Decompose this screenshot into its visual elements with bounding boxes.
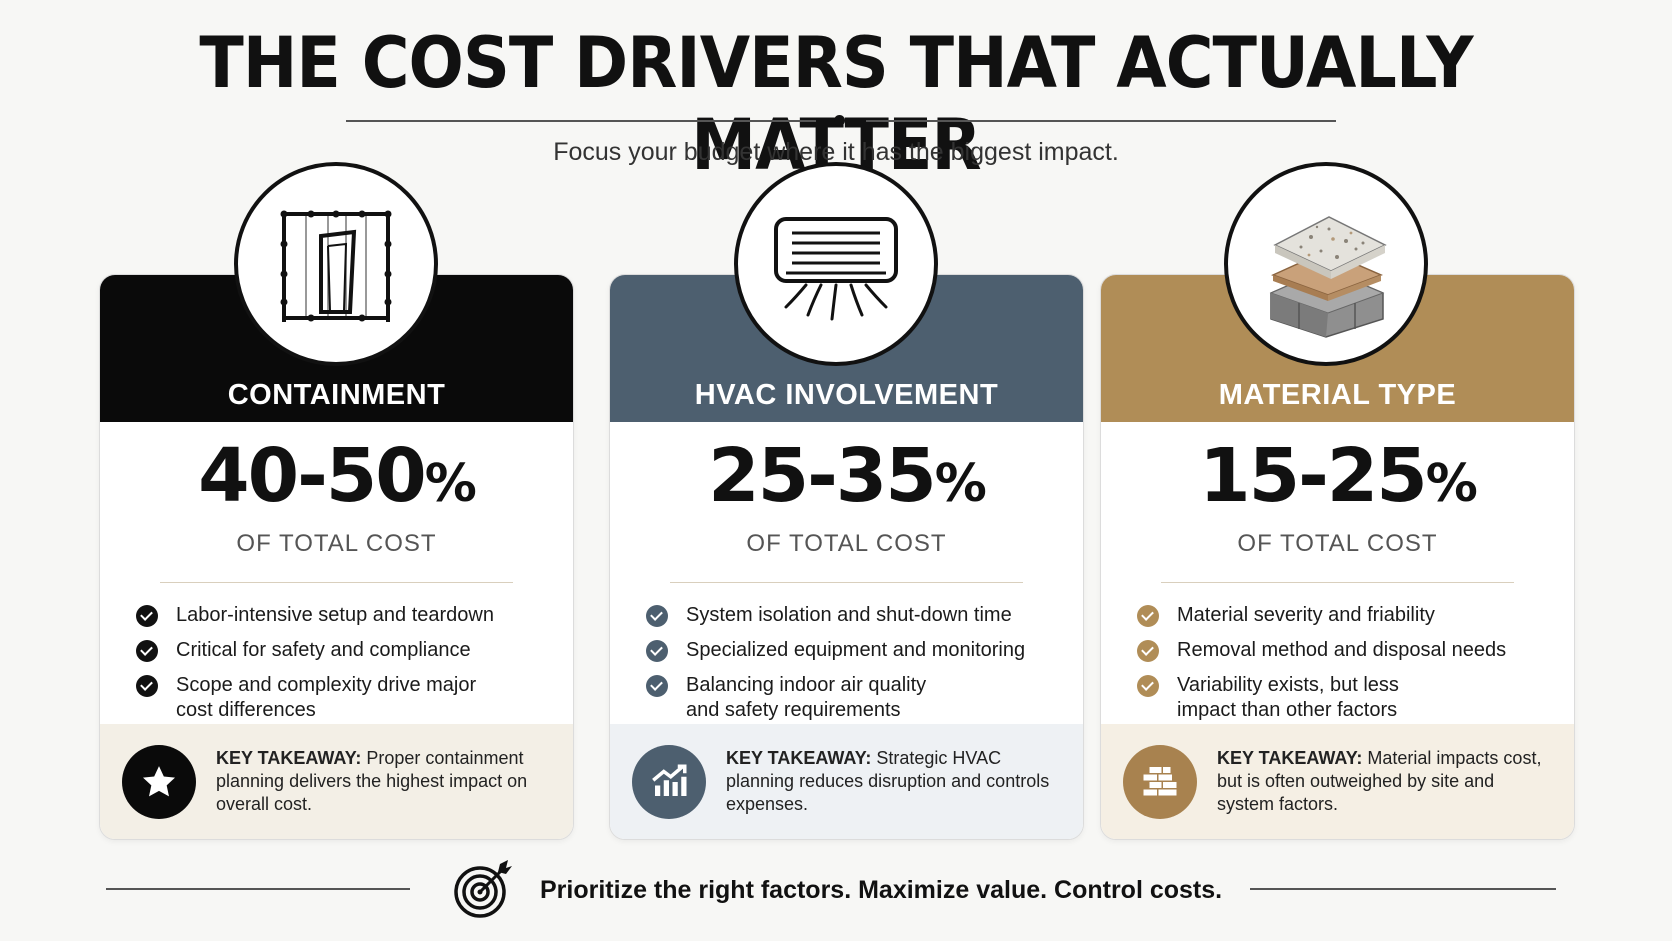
star-icon — [122, 744, 196, 819]
list-item: Critical for safety and compliance — [136, 638, 573, 663]
takeaway-text: KEY TAKEAWAY: Material impacts cost, but… — [1217, 748, 1542, 814]
takeaway-text: KEY TAKEAWAY: Proper containment plannin… — [216, 748, 528, 814]
point-list: System isolation and shut-down time Spec… — [646, 603, 1083, 723]
check-icon — [646, 675, 668, 697]
check-icon — [136, 675, 158, 697]
list-item: Balancing indoor air quality and safety … — [646, 673, 1083, 723]
check-icon — [136, 640, 158, 662]
card-hvac: HVAC INVOLVEMENT 25-35% OF TOTAL COST Sy… — [609, 274, 1084, 840]
cost-percentage: 25-35% — [708, 433, 987, 519]
target-icon — [452, 858, 514, 925]
check-icon — [1137, 605, 1159, 627]
list-item: Specialized equipment and monitoring — [646, 638, 1083, 663]
point-list: Labor-intensive setup and teardown Criti… — [136, 603, 573, 723]
containment-frame-icon — [234, 162, 438, 366]
check-icon — [1137, 640, 1159, 662]
card-label: CONTAINMENT — [227, 379, 446, 411]
list-item: Variability exists, but less impact than… — [1137, 673, 1574, 723]
cost-percentage-caption: OF TOTAL COST — [236, 530, 437, 557]
page-subtitle: Focus your budget where it has the bigge… — [553, 138, 1119, 166]
point-list: Material severity and friability Removal… — [1137, 603, 1574, 723]
check-icon — [646, 640, 668, 662]
footer-divider-right — [1250, 888, 1556, 890]
check-icon — [646, 605, 668, 627]
page-title: THE COST DRIVERS THAT ACTUALLY MATTER — [199, 22, 1473, 186]
key-takeaway: KEY TAKEAWAY: Material impacts cost, but… — [1101, 724, 1574, 839]
cost-percentage-caption: OF TOTAL COST — [746, 530, 947, 557]
card-containment: CONTAINMENT 40-50% OF TOTAL COST Labor-i… — [99, 274, 574, 840]
list-item: Removal method and disposal needs — [1137, 638, 1574, 663]
card-divider — [1161, 582, 1514, 583]
cost-percentage: 15-25% — [1199, 433, 1478, 519]
list-item: Material severity and friability — [1137, 603, 1574, 628]
list-item: System isolation and shut-down time — [646, 603, 1083, 628]
title-divider-right — [866, 120, 1336, 122]
card-label: MATERIAL TYPE — [1218, 379, 1457, 411]
cost-percentage-caption: OF TOTAL COST — [1237, 530, 1438, 557]
bricks-icon — [1123, 744, 1197, 819]
card-label: HVAC INVOLVEMENT — [694, 379, 999, 411]
material-layers-icon — [1224, 162, 1428, 366]
air-conditioner-icon — [734, 162, 938, 366]
key-takeaway: KEY TAKEAWAY: Proper containment plannin… — [100, 724, 573, 839]
title-divider-dot — [834, 115, 845, 126]
footer-text: Prioritize the right factors. Maximize v… — [540, 876, 1223, 904]
footer-divider-left — [106, 888, 410, 890]
title-divider-left — [346, 120, 816, 122]
card-material: MATERIAL TYPE 15-25% OF TOTAL COST Mater… — [1100, 274, 1575, 840]
list-item: Labor-intensive setup and teardown — [136, 603, 573, 628]
card-divider — [160, 582, 513, 583]
check-icon — [1137, 675, 1159, 697]
list-item: Scope and complexity drive major cost di… — [136, 673, 573, 723]
card-divider — [670, 582, 1023, 583]
takeaway-text: KEY TAKEAWAY: Strategic HVAC planning re… — [726, 748, 1050, 814]
key-takeaway: KEY TAKEAWAY: Strategic HVAC planning re… — [610, 724, 1083, 839]
check-icon — [136, 605, 158, 627]
cost-percentage: 40-50% — [198, 433, 477, 519]
growth-chart-icon — [632, 744, 706, 819]
